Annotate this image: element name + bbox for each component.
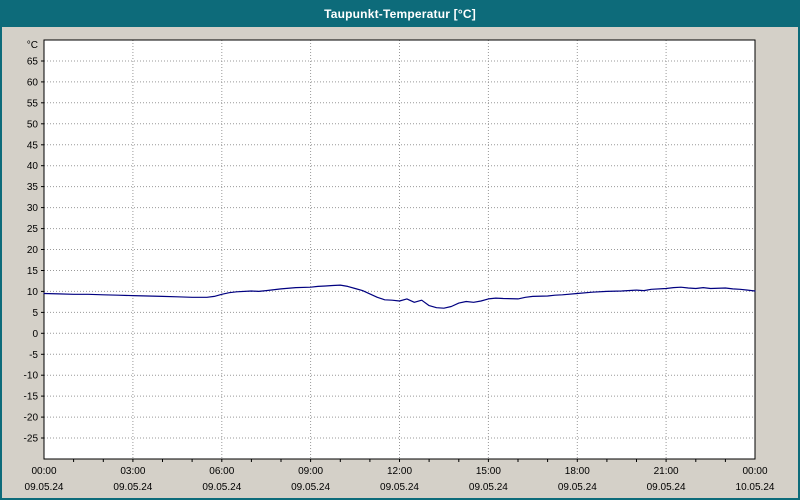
x-tick-date: 10.05.24 [736,482,775,493]
x-tick-time: 00:00 [742,466,767,477]
y-tick-label: -15 [24,392,39,403]
x-tick-time: 09:00 [298,466,323,477]
y-tick-label: 55 [27,98,39,109]
y-tick-label: 5 [32,308,38,319]
y-tick-label: 15 [27,266,39,277]
plot-background [44,40,755,459]
grid-vertical [132,40,667,459]
x-tick-date: 09.05.24 [380,482,419,493]
y-tick-label: 60 [27,77,39,88]
y-tick-label: -10 [24,371,39,382]
data-line [43,284,756,309]
y-tick-label: 30 [27,203,39,214]
y-tick-label: 65 [27,57,39,68]
y-tick-label: 50 [27,119,39,130]
x-tick-date: 09.05.24 [202,482,241,493]
x-tick-time: 21:00 [654,466,679,477]
x-tick-date: 09.05.24 [291,482,330,493]
y-tick-label: 25 [27,224,39,235]
y-tick-label: 20 [27,245,39,256]
x-tick-date: 09.05.24 [647,482,686,493]
y-tick-label: 45 [27,140,39,151]
plot-border [43,39,756,460]
x-tick-date: 09.05.24 [25,482,64,493]
x-tick-time: 06:00 [209,466,234,477]
y-tick-label: 40 [27,161,39,172]
y-tick-label: 10 [27,287,39,298]
y-tick-label: 0 [32,329,38,340]
y-tick-label: -20 [24,413,39,424]
x-tick-date: 09.05.24 [113,482,152,493]
x-tick-time: 12:00 [387,466,412,477]
x-axis-time-labels: 00:00 03:00 06:00 09:00 12:00 15:00 18:00 21:00… [31,466,767,477]
y-tick-label: 35 [27,182,39,193]
chart-title: Taupunkt-Temperatur [°C] [324,7,476,21]
x-tick-time: 18:00 [565,466,590,477]
y-axis-unit: °C [27,40,38,51]
y-tick-label: -25 [24,434,39,445]
x-tick-time: 03:00 [120,466,145,477]
y-tick-label: -5 [29,350,38,361]
y-axis-labels: °C65605550454035302520151050-5-10-15-20-… [24,40,39,445]
x-tick-date: 09.05.24 [558,482,597,493]
x-tick-date: 09.05.24 [469,482,508,493]
chart-title-bar: Taupunkt-Temperatur [°C] [2,2,798,27]
x-axis-date-labels: 09.05.24 09.05.24 09.05.24 09.05.24 09.05.24… [25,482,775,493]
x-tick-time: 00:00 [31,466,56,477]
x-tick-time: 15:00 [476,466,501,477]
